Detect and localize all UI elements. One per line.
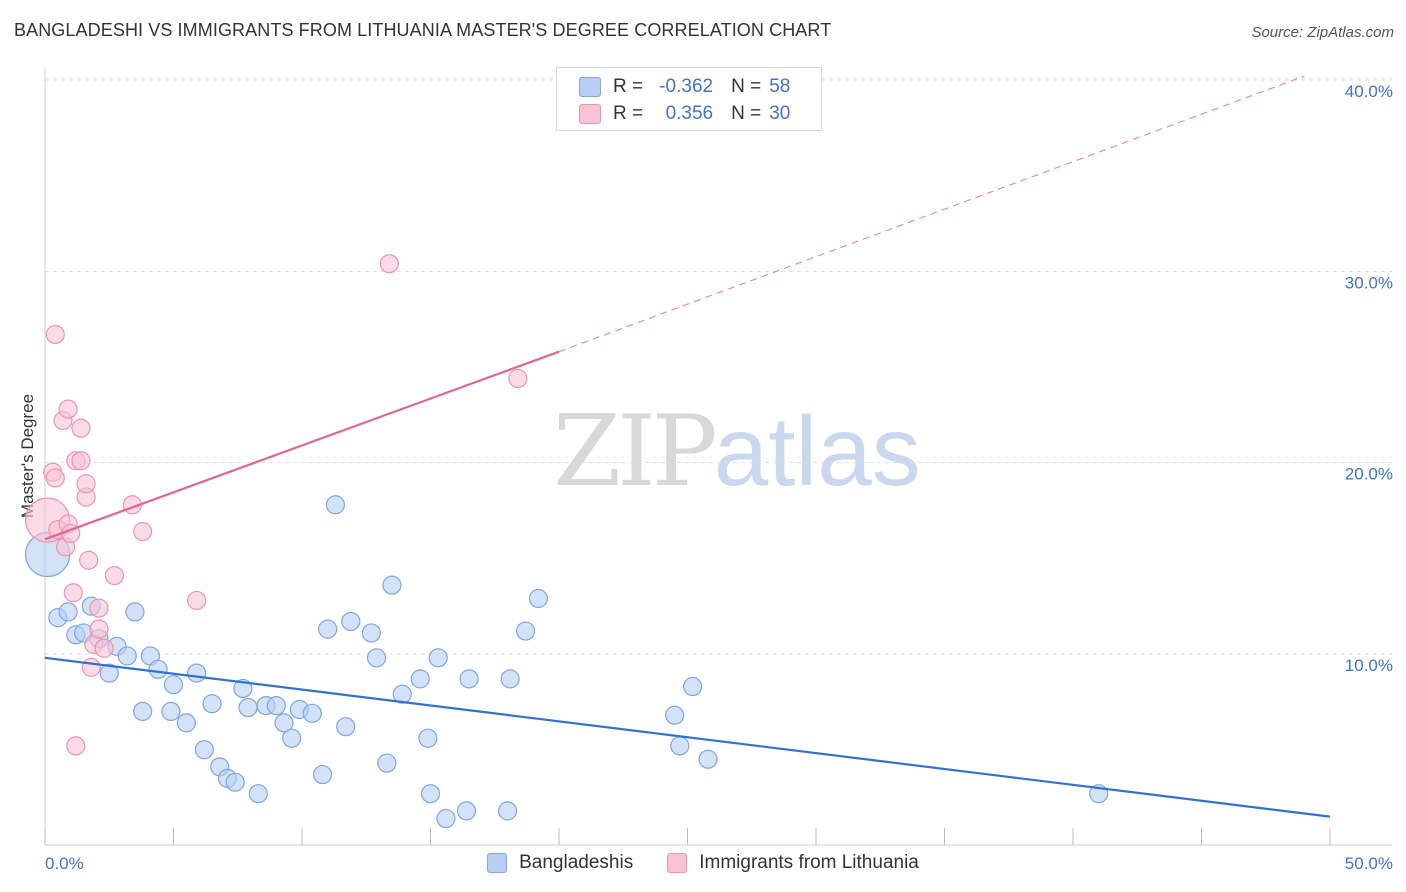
lithuania-point <box>94 638 114 658</box>
bangladeshi-point <box>161 701 181 722</box>
x-tick-label-min: 0.0% <box>45 854 84 873</box>
bangladeshi-point <box>274 713 294 733</box>
bangladeshi-point <box>515 621 536 641</box>
bangladeshi-point <box>248 784 268 804</box>
series-legend-label: Bangladeshis <box>519 852 634 873</box>
bangladeshi-point <box>194 740 214 760</box>
legend-swatch-pink <box>579 104 601 124</box>
bangladeshi-point <box>418 728 438 748</box>
bangladeshi-point <box>420 784 441 804</box>
bangladeshi-point <box>459 669 479 689</box>
bangladeshi-point <box>377 753 397 773</box>
legend-r-label: R = <box>613 103 644 124</box>
bangladeshi-point <box>133 701 153 722</box>
bangladeshi-point <box>456 801 477 821</box>
lithuania-point <box>45 324 65 345</box>
bangladeshi-point <box>665 705 685 725</box>
lithuania-trend-extension <box>558 75 1305 353</box>
stats-legend: R = -0.362 N = 58 R = 0.356 N = 30 <box>556 67 822 131</box>
bangladeshi-point <box>498 801 518 821</box>
bangladeshi-point <box>341 611 361 632</box>
lithuania-point <box>81 657 101 677</box>
legend-swatch-pink <box>667 853 688 873</box>
bangladeshi-point <box>176 713 196 733</box>
lithuania-point <box>508 368 528 389</box>
bangladeshi-point <box>202 694 222 714</box>
bangladeshi-point <box>528 588 549 609</box>
bangladeshi-point <box>117 646 137 666</box>
bangladeshi-point <box>99 663 119 683</box>
bangladeshi-point <box>187 663 207 683</box>
lithuania-point <box>187 590 207 611</box>
bangladeshi-point <box>125 602 145 622</box>
lithuania-point <box>133 521 153 542</box>
legend-r-value: 0.356 <box>665 103 714 124</box>
legend-n-label: N = <box>731 103 762 124</box>
bangladeshi-point <box>361 623 381 643</box>
legend-n-label: N = <box>731 76 762 97</box>
legend-n-value: 58 <box>769 76 791 97</box>
lithuania-point <box>63 583 83 603</box>
series-legend: Bangladeshis Immigrants from Lithuania <box>0 852 1406 874</box>
lithuania-point <box>79 550 99 570</box>
legend-r-label: R = <box>613 76 644 97</box>
series-legend-bangladeshis[interactable]: Bangladeshis <box>487 852 633 874</box>
bangladeshi-point <box>698 749 718 769</box>
bangladeshi-point <box>366 648 387 668</box>
lithuania-point <box>71 418 91 438</box>
y-tick-label: 10.0% <box>1345 656 1393 675</box>
watermark-zip: ZIP <box>553 395 718 509</box>
series-legend-lithuania[interactable]: Immigrants from Lithuania <box>667 852 919 874</box>
bangladeshi-point <box>336 717 356 737</box>
legend-r-value: -0.362 <box>659 76 714 97</box>
y-tick-label: 40.0% <box>1345 82 1393 101</box>
source-credit: Source: ZipAtlas.com <box>1251 24 1394 41</box>
chart-title: BANGLADESHI VS IMMIGRANTS FROM LITHUANIA… <box>14 20 832 40</box>
lithuania-point <box>76 474 96 494</box>
lithuania-point <box>379 254 399 274</box>
bangladeshi-point <box>148 659 168 679</box>
bangladeshi-point <box>282 728 302 748</box>
lithuania-point <box>45 468 65 488</box>
bangladeshi-trend-line <box>44 656 1331 818</box>
bangladeshi-point <box>302 703 322 723</box>
series-legend-label: Immigrants from Lithuania <box>699 852 919 873</box>
bangladeshi-point <box>163 675 184 695</box>
bangladeshi-point <box>225 772 245 792</box>
bangladeshi-point <box>670 736 690 756</box>
bangladeshi-point <box>436 808 456 829</box>
stats-legend-row-bangladeshis: R = -0.362 N = 58 <box>579 74 790 100</box>
bangladeshi-point <box>382 575 402 595</box>
lithuania-point <box>89 598 109 618</box>
bangladeshi-point <box>392 684 412 704</box>
bangladeshi-point <box>428 648 448 668</box>
legend-swatch-blue <box>579 77 601 97</box>
bangladeshi-point <box>266 696 286 716</box>
legend-swatch-blue <box>487 853 508 873</box>
bangladeshi-point <box>325 495 346 515</box>
watermark: ZIPatlas <box>553 395 921 509</box>
bangladeshi-point <box>500 669 520 689</box>
lithuania-trend-line <box>44 350 560 541</box>
bangladeshi-point <box>683 676 703 697</box>
watermark-atlas: atlas <box>713 396 921 506</box>
lithuania-point <box>58 399 78 419</box>
y-tick-label: 20.0% <box>1345 465 1393 484</box>
stats-legend-row-lithuania: R = 0.356 N = 30 <box>579 101 790 127</box>
lithuania-point <box>71 451 91 471</box>
y-tick-label: 30.0% <box>1345 273 1393 292</box>
bangladeshi-point <box>312 764 333 785</box>
lithuania-point <box>104 565 124 586</box>
lithuania-point <box>66 736 86 756</box>
bangladeshi-point <box>58 602 78 622</box>
bangladeshi-point <box>238 697 258 718</box>
x-tick-label-max: 50.0% <box>1345 854 1393 873</box>
legend-n-value: 30 <box>769 103 791 124</box>
bangladeshi-point <box>410 669 430 689</box>
lithuania-point <box>89 619 109 639</box>
bangladeshi-point <box>318 619 338 639</box>
